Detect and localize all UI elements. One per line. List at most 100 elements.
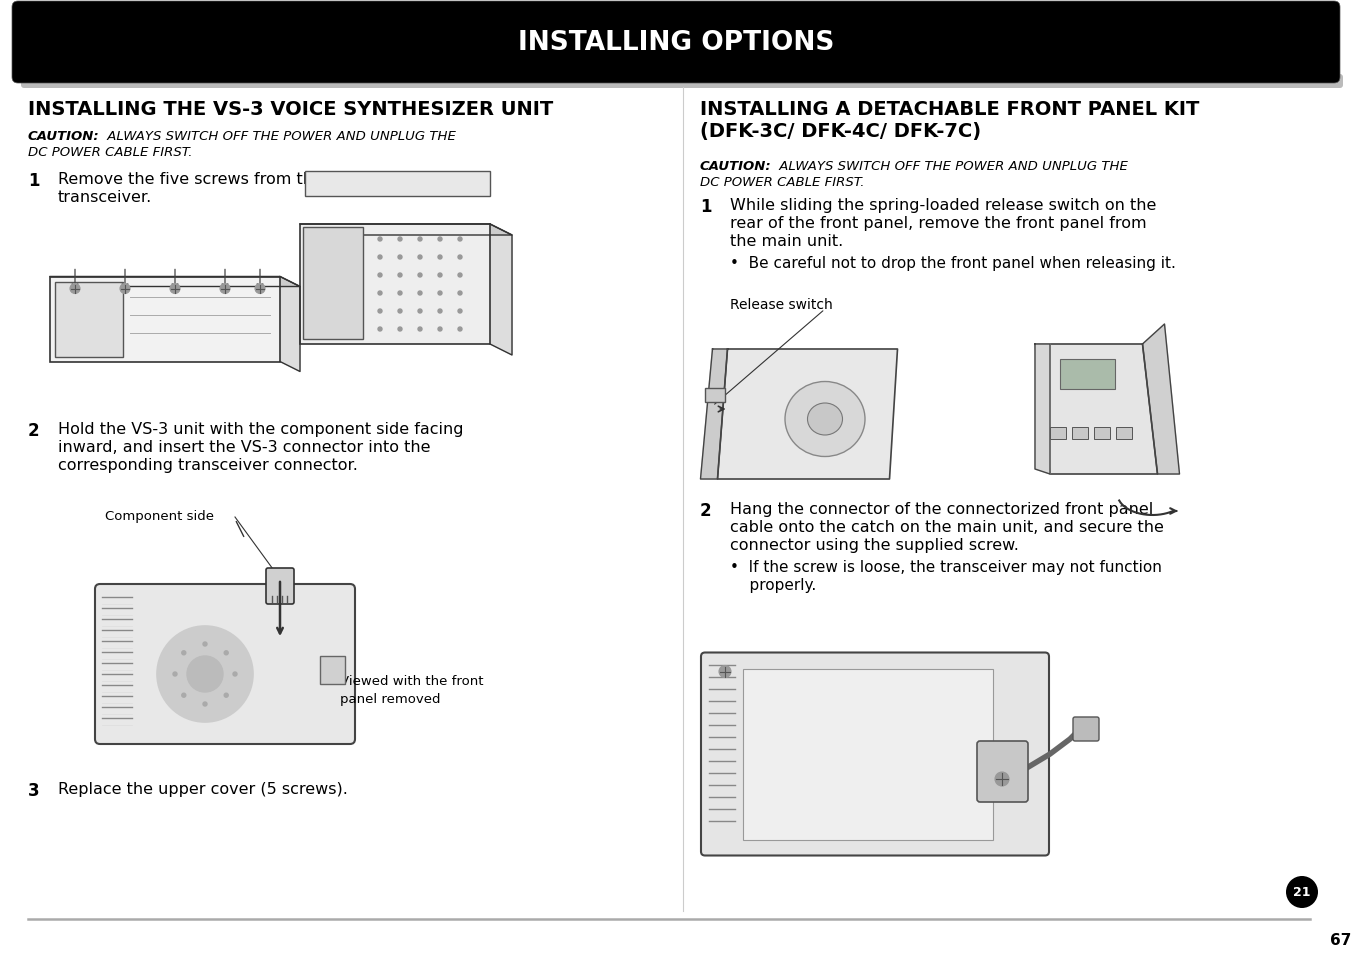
Circle shape (458, 328, 462, 332)
Circle shape (458, 310, 462, 314)
Circle shape (318, 237, 322, 242)
Circle shape (438, 255, 442, 260)
Text: inward, and insert the VS-3 connector into the: inward, and insert the VS-3 connector in… (58, 439, 430, 455)
Text: INSTALLING A DETACHABLE FRONT PANEL KIT: INSTALLING A DETACHABLE FRONT PANEL KIT (700, 100, 1199, 119)
Text: •  Be careful not to drop the front panel when releasing it.: • Be careful not to drop the front panel… (730, 255, 1176, 271)
Circle shape (170, 284, 180, 294)
FancyBboxPatch shape (977, 741, 1028, 802)
Polygon shape (718, 350, 898, 479)
Circle shape (458, 274, 462, 277)
Circle shape (995, 772, 1009, 786)
Circle shape (397, 237, 402, 242)
Text: DC POWER CABLE FIRST.: DC POWER CABLE FIRST. (28, 146, 192, 159)
Circle shape (157, 626, 253, 722)
Text: cable onto the catch on the main unit, and secure the: cable onto the catch on the main unit, a… (730, 519, 1164, 535)
Circle shape (318, 274, 322, 277)
Bar (1094, 428, 1110, 439)
Circle shape (173, 672, 177, 677)
Text: Hold the VS-3 unit with the component side facing: Hold the VS-3 unit with the component si… (58, 421, 464, 436)
Circle shape (379, 310, 383, 314)
Circle shape (418, 328, 422, 332)
FancyBboxPatch shape (300, 225, 489, 345)
Circle shape (438, 274, 442, 277)
Bar (744, 669, 992, 840)
Circle shape (719, 666, 731, 678)
Circle shape (1286, 876, 1318, 908)
Ellipse shape (786, 382, 865, 457)
Circle shape (181, 651, 185, 655)
Circle shape (318, 328, 322, 332)
Text: DC POWER CABLE FIRST.: DC POWER CABLE FIRST. (700, 175, 864, 189)
Circle shape (256, 284, 265, 294)
Text: properly.: properly. (730, 578, 817, 593)
Text: CAUTION:: CAUTION: (28, 130, 100, 143)
Polygon shape (300, 225, 512, 235)
Text: 67: 67 (1330, 932, 1352, 947)
Circle shape (203, 642, 207, 646)
FancyBboxPatch shape (22, 75, 1343, 89)
Circle shape (224, 694, 228, 698)
Circle shape (358, 328, 362, 332)
Text: Release switch: Release switch (730, 297, 833, 312)
Text: Hang the connector of the connectorized front panel: Hang the connector of the connectorized … (730, 501, 1153, 517)
Text: INSTALLING THE VS-3 VOICE SYNTHESIZER UNIT: INSTALLING THE VS-3 VOICE SYNTHESIZER UN… (28, 100, 553, 119)
Circle shape (379, 274, 383, 277)
Circle shape (438, 292, 442, 295)
Bar (1115, 428, 1132, 439)
Circle shape (181, 694, 185, 698)
Text: 3: 3 (28, 781, 39, 800)
Circle shape (70, 284, 80, 294)
Bar (704, 389, 725, 402)
Text: 1: 1 (700, 198, 711, 215)
Bar (55, 282, 123, 357)
FancyBboxPatch shape (306, 172, 489, 196)
Circle shape (438, 328, 442, 332)
Circle shape (120, 284, 130, 294)
Circle shape (418, 292, 422, 295)
Circle shape (458, 237, 462, 242)
Circle shape (233, 672, 237, 677)
Text: transceiver.: transceiver. (58, 190, 153, 205)
Circle shape (203, 702, 207, 706)
Circle shape (438, 310, 442, 314)
Circle shape (418, 274, 422, 277)
Circle shape (338, 274, 342, 277)
Text: 1: 1 (28, 172, 39, 190)
Circle shape (397, 292, 402, 295)
Text: panel removed: panel removed (339, 692, 441, 705)
FancyBboxPatch shape (1073, 718, 1099, 741)
Text: 21: 21 (1294, 885, 1310, 899)
FancyBboxPatch shape (700, 653, 1049, 856)
Ellipse shape (807, 403, 842, 436)
Text: Component side: Component side (105, 510, 214, 522)
Text: corresponding transceiver connector.: corresponding transceiver connector. (58, 457, 358, 473)
Circle shape (379, 328, 383, 332)
FancyBboxPatch shape (266, 568, 293, 604)
Circle shape (318, 292, 322, 295)
Polygon shape (1142, 325, 1179, 475)
Circle shape (397, 310, 402, 314)
Text: ALWAYS SWITCH OFF THE POWER AND UNPLUG THE: ALWAYS SWITCH OFF THE POWER AND UNPLUG T… (775, 160, 1128, 172)
Circle shape (358, 237, 362, 242)
Bar (1072, 428, 1088, 439)
Circle shape (224, 651, 228, 655)
Circle shape (418, 255, 422, 260)
Circle shape (318, 310, 322, 314)
Text: connector using the supplied screw.: connector using the supplied screw. (730, 537, 1019, 553)
Bar (1051, 428, 1065, 439)
Text: INSTALLING OPTIONS: INSTALLING OPTIONS (518, 30, 834, 56)
Circle shape (418, 237, 422, 242)
Circle shape (338, 255, 342, 260)
Text: Remove the five screws from the upper cover of the: Remove the five screws from the upper co… (58, 172, 477, 187)
Text: 2: 2 (28, 421, 39, 439)
Polygon shape (489, 225, 512, 355)
Text: CAUTION:: CAUTION: (700, 160, 772, 172)
Circle shape (338, 292, 342, 295)
Text: Replace the upper cover (5 screws).: Replace the upper cover (5 screws). (58, 781, 347, 796)
Circle shape (358, 310, 362, 314)
Polygon shape (50, 277, 300, 287)
FancyBboxPatch shape (12, 2, 1340, 84)
Polygon shape (700, 350, 727, 479)
Bar (303, 228, 362, 339)
Circle shape (358, 274, 362, 277)
